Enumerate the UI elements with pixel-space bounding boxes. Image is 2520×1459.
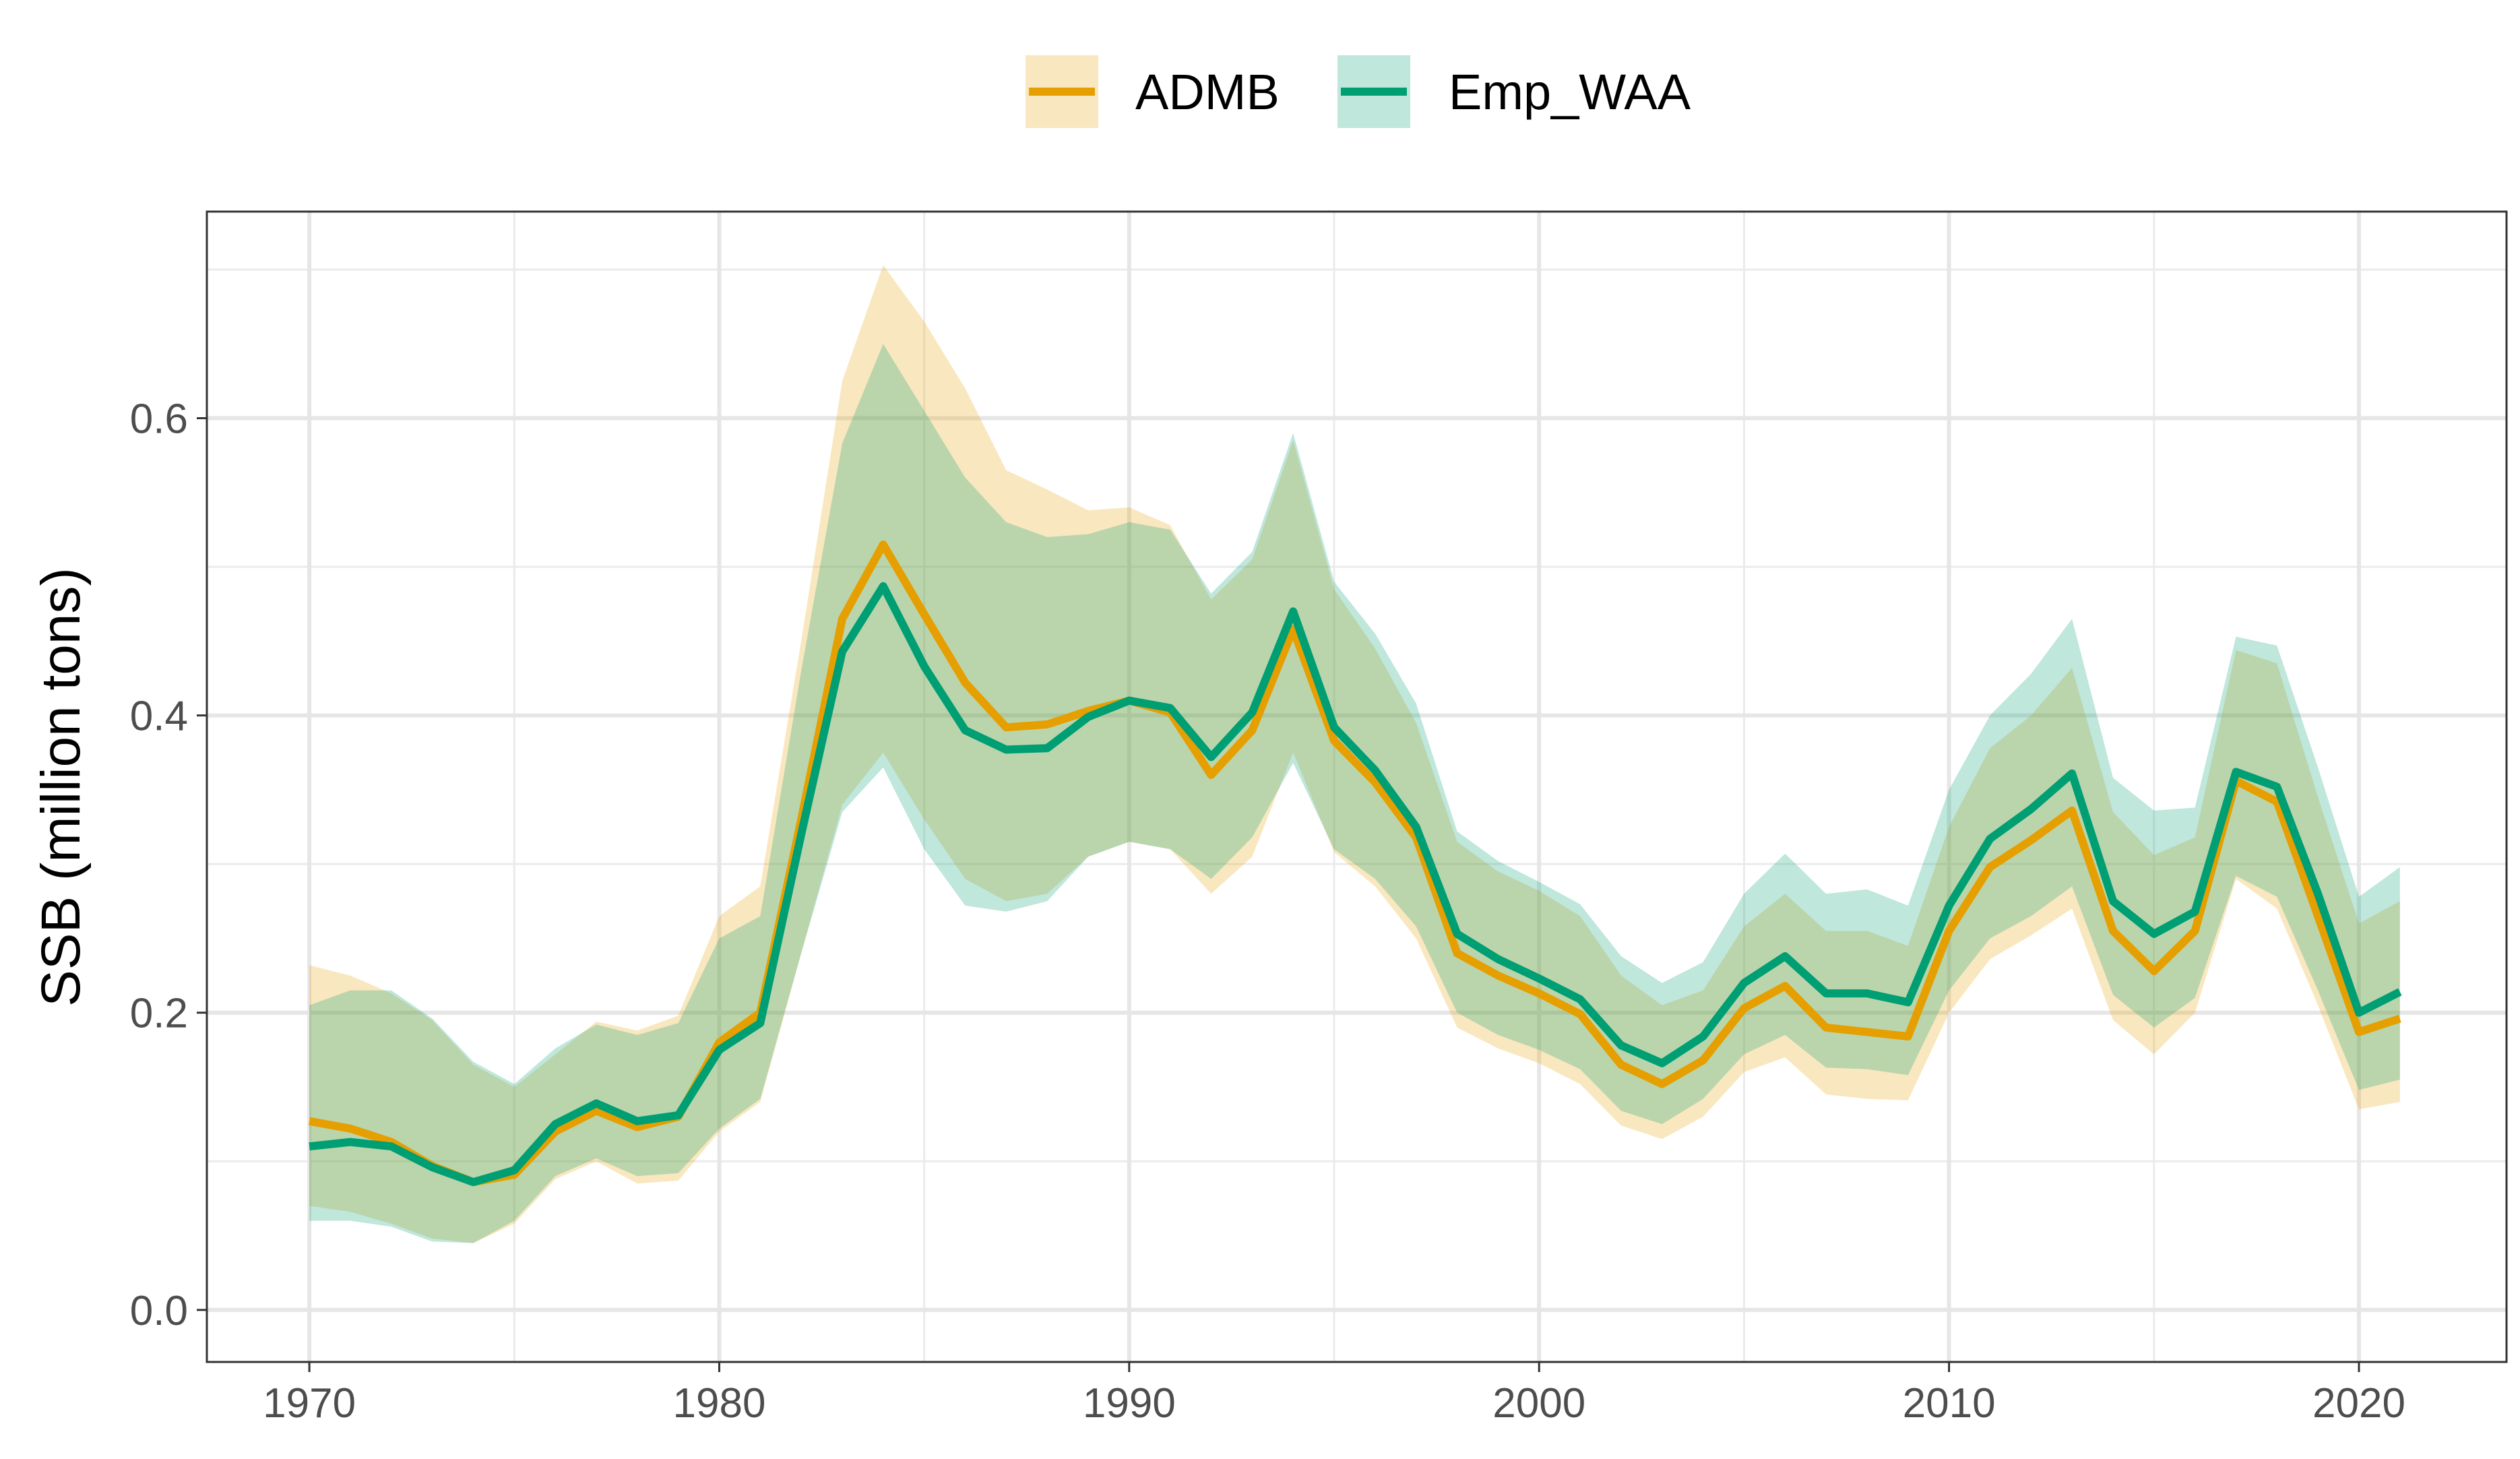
y-tick-label: 0.4 bbox=[130, 693, 188, 740]
x-tick-label: 1990 bbox=[1083, 1380, 1176, 1427]
x-tick-label: 1980 bbox=[673, 1380, 766, 1427]
x-axis: 1970 1980 1990 2000 2010 2020 bbox=[263, 1362, 2405, 1427]
series-lines bbox=[309, 540, 2402, 1187]
line-emp-waa bbox=[309, 582, 2402, 1187]
legend: ADMB Emp_WAA bbox=[1026, 55, 1691, 128]
legend-label: ADMB bbox=[1135, 64, 1280, 120]
x-tick-label: 2000 bbox=[1492, 1380, 1585, 1427]
legend-label: Emp_WAA bbox=[1449, 64, 1691, 120]
x-tick-label: 1970 bbox=[263, 1380, 356, 1427]
y-tick-label: 0.2 bbox=[130, 991, 188, 1037]
y-tick-label: 0.6 bbox=[130, 396, 188, 443]
grid bbox=[207, 212, 2507, 1362]
x-tick-label: 2020 bbox=[2312, 1380, 2405, 1427]
x-tick-label: 2010 bbox=[1903, 1380, 1996, 1427]
ribbon-emp-waa bbox=[309, 344, 2400, 1243]
y-axis-title: SSB (million tons) bbox=[30, 567, 92, 1007]
y-tick-label: 0.0 bbox=[130, 1288, 188, 1334]
panel-border bbox=[206, 210, 2508, 1363]
y-axis: 0.0 0.2 0.4 0.6 bbox=[130, 396, 207, 1334]
